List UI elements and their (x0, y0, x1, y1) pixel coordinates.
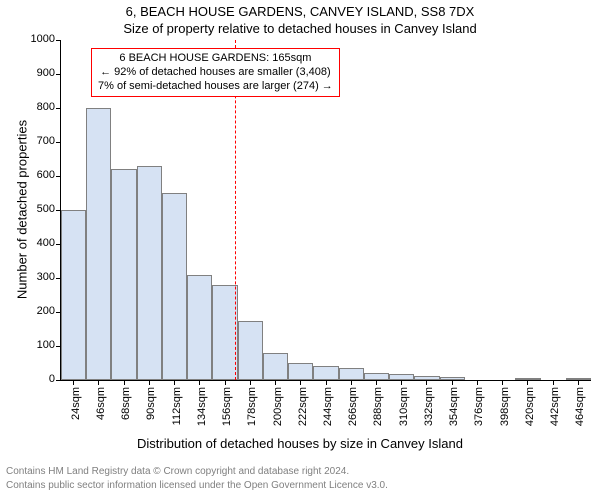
histogram-bar (61, 210, 86, 380)
x-tick-label: 244sqm (322, 387, 334, 426)
y-tick-label: 500 (37, 203, 55, 215)
histogram-bar (389, 374, 414, 380)
x-tick-label: 464sqm (574, 387, 586, 426)
x-tick-label: 24sqm (70, 387, 82, 420)
annotation-line1: 6 BEACH HOUSE GARDENS: 165sqm (98, 52, 333, 66)
x-tick-label: 376sqm (473, 387, 485, 426)
footer-line2: Contains public sector information licen… (6, 480, 388, 493)
x-tick-label: 90sqm (145, 387, 157, 420)
y-tick-label: 600 (37, 169, 55, 181)
x-tick-label: 68sqm (120, 387, 132, 420)
x-axis-label: Distribution of detached houses by size … (0, 436, 600, 451)
x-tick-label: 134sqm (196, 387, 208, 426)
y-tick-label: 0 (49, 373, 55, 385)
annotation-box: 6 BEACH HOUSE GARDENS: 165sqm ← 92% of d… (91, 48, 340, 97)
histogram-bar (162, 193, 187, 380)
y-tick-label: 200 (37, 305, 55, 317)
x-tick-label: 332sqm (423, 387, 435, 426)
y-tick-label: 700 (37, 135, 55, 147)
histogram-bar (187, 275, 212, 380)
y-tick-label: 800 (37, 101, 55, 113)
x-tick-label: 288sqm (372, 387, 384, 426)
histogram-bar (263, 353, 288, 380)
histogram-bar (414, 376, 439, 380)
histogram-bar (364, 373, 389, 380)
x-tick-label: 222sqm (297, 387, 309, 426)
y-tick-label: 900 (37, 67, 55, 79)
annotation-line3: 7% of semi-detached houses are larger (2… (98, 80, 333, 94)
histogram-bar (440, 377, 465, 380)
x-tick-label: 420sqm (524, 387, 536, 426)
histogram-bar (238, 321, 263, 381)
histogram-bar (515, 378, 540, 380)
x-tick-label: 266sqm (347, 387, 359, 426)
histogram-bar (137, 166, 162, 380)
y-axis-label: Number of detached properties (15, 110, 30, 310)
histogram-bar (212, 285, 237, 380)
chart-container: 6, BEACH HOUSE GARDENS, CANVEY ISLAND, S… (0, 0, 600, 500)
y-tick-label: 100 (37, 339, 55, 351)
chart-title-line2: Size of property relative to detached ho… (0, 21, 600, 36)
y-tick-label: 1000 (31, 33, 55, 45)
x-tick-label: 112sqm (171, 387, 183, 425)
footer-line1: Contains HM Land Registry data © Crown c… (6, 466, 349, 479)
chart-title-line1: 6, BEACH HOUSE GARDENS, CANVEY ISLAND, S… (0, 4, 600, 19)
x-tick-label: 310sqm (398, 387, 410, 426)
plot-area: 01002003004005006007008009001000 24sqm46… (60, 40, 591, 381)
histogram-bar (288, 363, 313, 380)
x-tick-label: 46sqm (95, 387, 107, 420)
x-tick-label: 178sqm (246, 387, 258, 426)
x-tick-label: 442sqm (549, 387, 561, 426)
x-tick-label: 156sqm (221, 387, 233, 426)
histogram-bar (86, 108, 111, 380)
y-tick-label: 300 (37, 271, 55, 283)
annotation-line2: ← 92% of detached houses are smaller (3,… (98, 66, 333, 80)
x-tick-label: 354sqm (448, 387, 460, 426)
histogram-bar (313, 366, 338, 380)
x-tick-label: 398sqm (499, 387, 511, 426)
histogram-bar (566, 378, 591, 380)
histogram-bar (339, 368, 364, 380)
y-tick-label: 400 (37, 237, 55, 249)
histogram-bar (111, 169, 136, 380)
x-tick-label: 200sqm (272, 387, 284, 426)
